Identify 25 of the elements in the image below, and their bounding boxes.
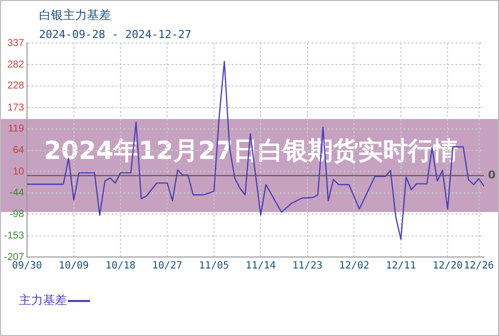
legend-label: 主力基差 bbox=[19, 292, 67, 309]
y-tick-label: 119 bbox=[8, 124, 24, 135]
y-tick-label: 10 bbox=[12, 166, 24, 178]
x-tick-label: 10/27 bbox=[152, 260, 182, 272]
y-tick-label: 64 bbox=[12, 145, 24, 156]
x-tick-label: 10/18 bbox=[105, 260, 136, 272]
x-tick-label: 12/26 bbox=[464, 260, 494, 272]
x-tick-label: 11/23 bbox=[292, 260, 322, 272]
chart-subtitle: 2024-09-28 - 2024-12-27 bbox=[39, 28, 192, 41]
x-tick-label: 12/02 bbox=[339, 260, 370, 272]
ref-line-label: 0 bbox=[488, 168, 496, 182]
y-tick-label: 337 bbox=[7, 38, 24, 49]
y-tick-label: 173 bbox=[7, 102, 24, 114]
y-tick-label: -153 bbox=[4, 230, 24, 242]
y-tick-label: 228 bbox=[7, 80, 24, 92]
x-tick-label: 10/09 bbox=[58, 260, 89, 272]
y-tick-label: -44 bbox=[10, 188, 24, 199]
chart-title: 白银主力基差 bbox=[39, 7, 111, 24]
y-tick-label: -98 bbox=[10, 208, 24, 220]
x-tick-label: 12/11 bbox=[386, 260, 416, 272]
x-tick-label: 09/30 bbox=[12, 260, 42, 272]
y-tick-label: 282 bbox=[7, 59, 24, 70]
x-tick-label: 11/05 bbox=[198, 260, 230, 272]
x-tick-label: 11/14 bbox=[246, 260, 276, 272]
x-tick-label: 12/20 bbox=[432, 260, 463, 272]
